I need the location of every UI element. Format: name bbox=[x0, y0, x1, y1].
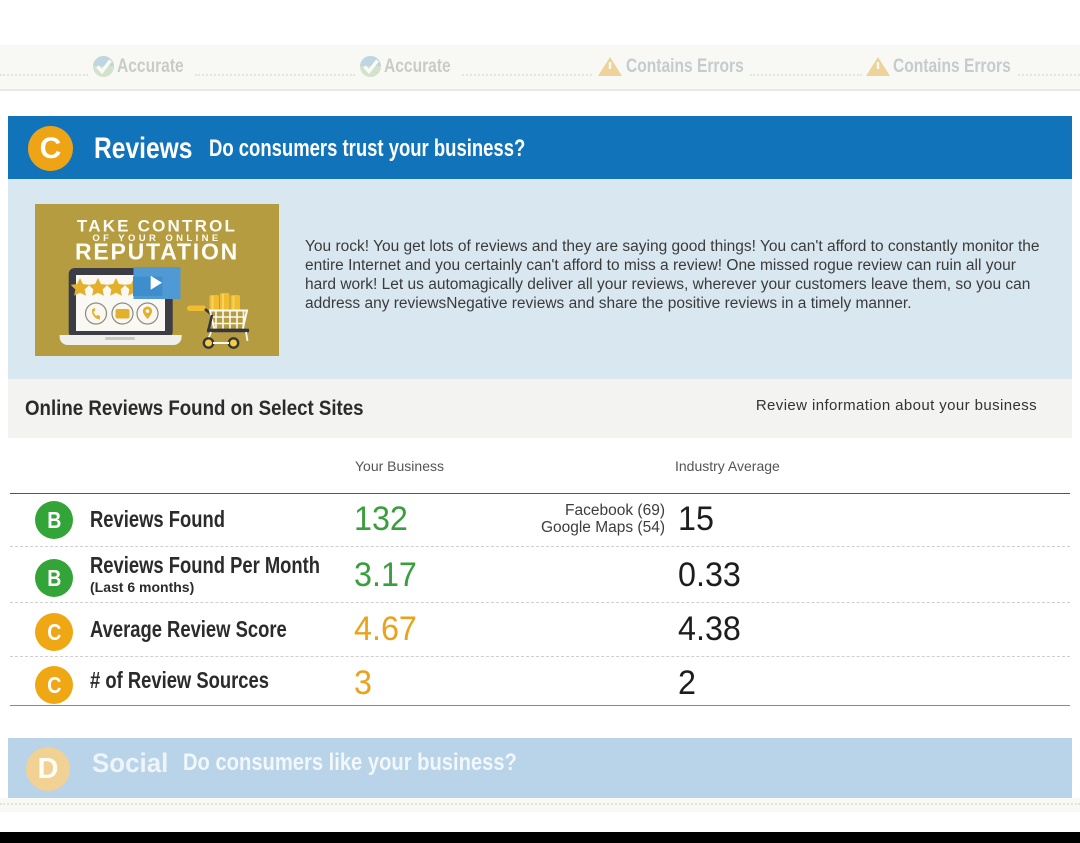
svg-text:OF YOUR ONLINE: OF YOUR ONLINE bbox=[92, 233, 221, 244]
svg-text:REPUTATION: REPUTATION bbox=[75, 239, 239, 265]
svg-text:TAKE CONTROL: TAKE CONTROL bbox=[77, 217, 237, 236]
